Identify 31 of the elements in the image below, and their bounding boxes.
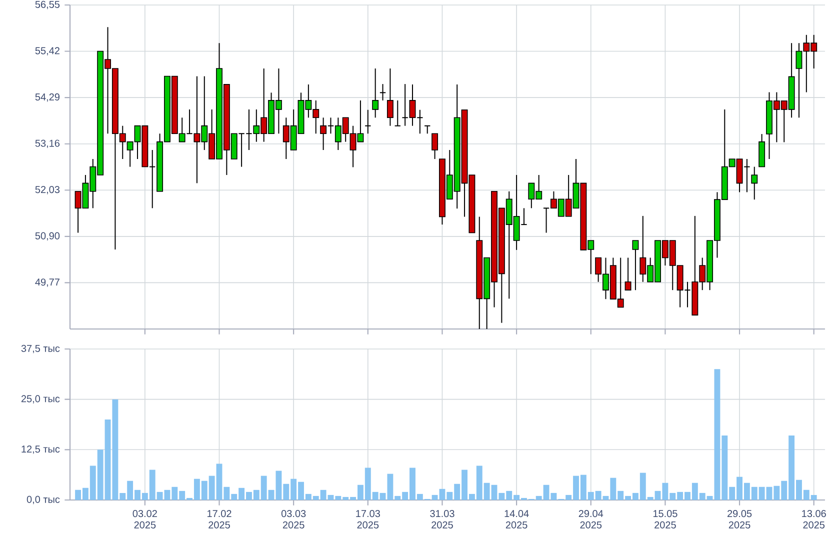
y-tick-label: 54,29 <box>35 93 60 102</box>
candlestick <box>432 133 438 160</box>
x-tick-label: 03.02 2025 <box>132 510 157 528</box>
candlestick <box>632 240 639 291</box>
x-tick-label: 29.04 2025 <box>578 510 604 528</box>
y-tick-label: 0,0 тыс <box>26 496 60 504</box>
x-tick-label: 29.05 2025 <box>728 510 752 528</box>
candlestick <box>424 125 431 134</box>
candlestick <box>379 84 386 101</box>
x-tick-label: 03.03 2025 <box>281 510 306 528</box>
y-tick-label: 50,90 <box>35 232 60 241</box>
candlestick <box>394 100 401 126</box>
y-tick-label: 55,42 <box>35 47 60 56</box>
x-tick-label: 15.05 2025 <box>653 510 678 528</box>
y-tick-label: 49,77 <box>35 278 60 287</box>
y-tick-label: 56,55 <box>35 0 60 10</box>
x-tick-label: 31.03 2025 <box>430 510 454 528</box>
candlestick <box>751 166 758 200</box>
candlestick <box>364 109 372 134</box>
candlestick <box>372 68 379 118</box>
y-tick-label: 52,03 <box>35 186 60 194</box>
candlestick <box>624 257 632 291</box>
x-tick-label: 13.06 2025 <box>802 510 826 528</box>
candlestick <box>386 68 394 126</box>
y-tick-label: 25,0 тыс <box>21 395 60 404</box>
x-tick-label: 17.02 2025 <box>207 510 232 528</box>
x-tick-label: 17.03 2025 <box>356 510 380 528</box>
y-tick-label: 37,5 тыс <box>21 344 60 354</box>
x-tick-label: 14.04 2025 <box>504 510 529 528</box>
y-tick-label: 12,5 тыс <box>22 446 60 454</box>
y-tick-label: 53,16 <box>35 140 60 148</box>
